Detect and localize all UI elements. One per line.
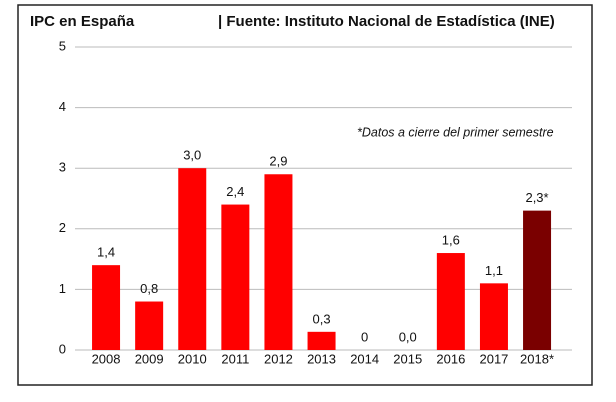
bar: [264, 174, 293, 350]
value-label: 2,9: [269, 154, 287, 169]
x-tick-label: 2014: [350, 351, 379, 366]
x-tick-label: 2015: [393, 351, 422, 366]
x-tick-label: 2008: [92, 351, 121, 366]
x-tick-label: 2018*: [520, 351, 554, 366]
x-tick-label: 2012: [264, 351, 293, 366]
x-tick-label: 2011: [221, 351, 249, 366]
bar: [436, 253, 465, 350]
x-tick-label: 2017: [479, 351, 508, 366]
value-label: 0,3: [313, 311, 331, 326]
x-tick-label: 2016: [436, 351, 465, 366]
chart-title: IPC en España: [30, 13, 135, 30]
bar: [479, 283, 508, 350]
x-tick-label: 2010: [178, 351, 207, 366]
bar: [178, 168, 207, 350]
bar: [92, 265, 121, 350]
bar: [523, 210, 552, 350]
value-label: 0,8: [140, 281, 158, 296]
chart-subtitle: | Fuente: Instituto Nacional de Estadíst…: [218, 13, 555, 30]
y-tick-label: 0: [59, 341, 66, 356]
bar: [307, 331, 336, 350]
x-tick-label: 2009: [135, 351, 164, 366]
value-label: 1,4: [97, 245, 115, 260]
annotation: *Datos a cierre del primer semestre: [357, 125, 554, 139]
y-tick-label: 3: [59, 160, 66, 175]
y-tick-label: 2: [59, 220, 66, 235]
y-tick-label: 5: [59, 38, 66, 53]
value-label: 2,3*: [525, 190, 548, 205]
value-label: 1,1: [485, 263, 503, 278]
value-label: 1,6: [442, 232, 460, 247]
y-tick-label: 1: [59, 281, 66, 296]
value-label: 3,0: [183, 148, 201, 163]
value-label: 2,4: [226, 184, 244, 199]
x-tick-label: 2013: [307, 351, 336, 366]
value-label: 0,0: [399, 329, 417, 344]
bar: [221, 204, 250, 350]
bar: [135, 301, 164, 350]
value-label: 0: [361, 329, 368, 344]
y-tick-label: 4: [59, 99, 66, 114]
